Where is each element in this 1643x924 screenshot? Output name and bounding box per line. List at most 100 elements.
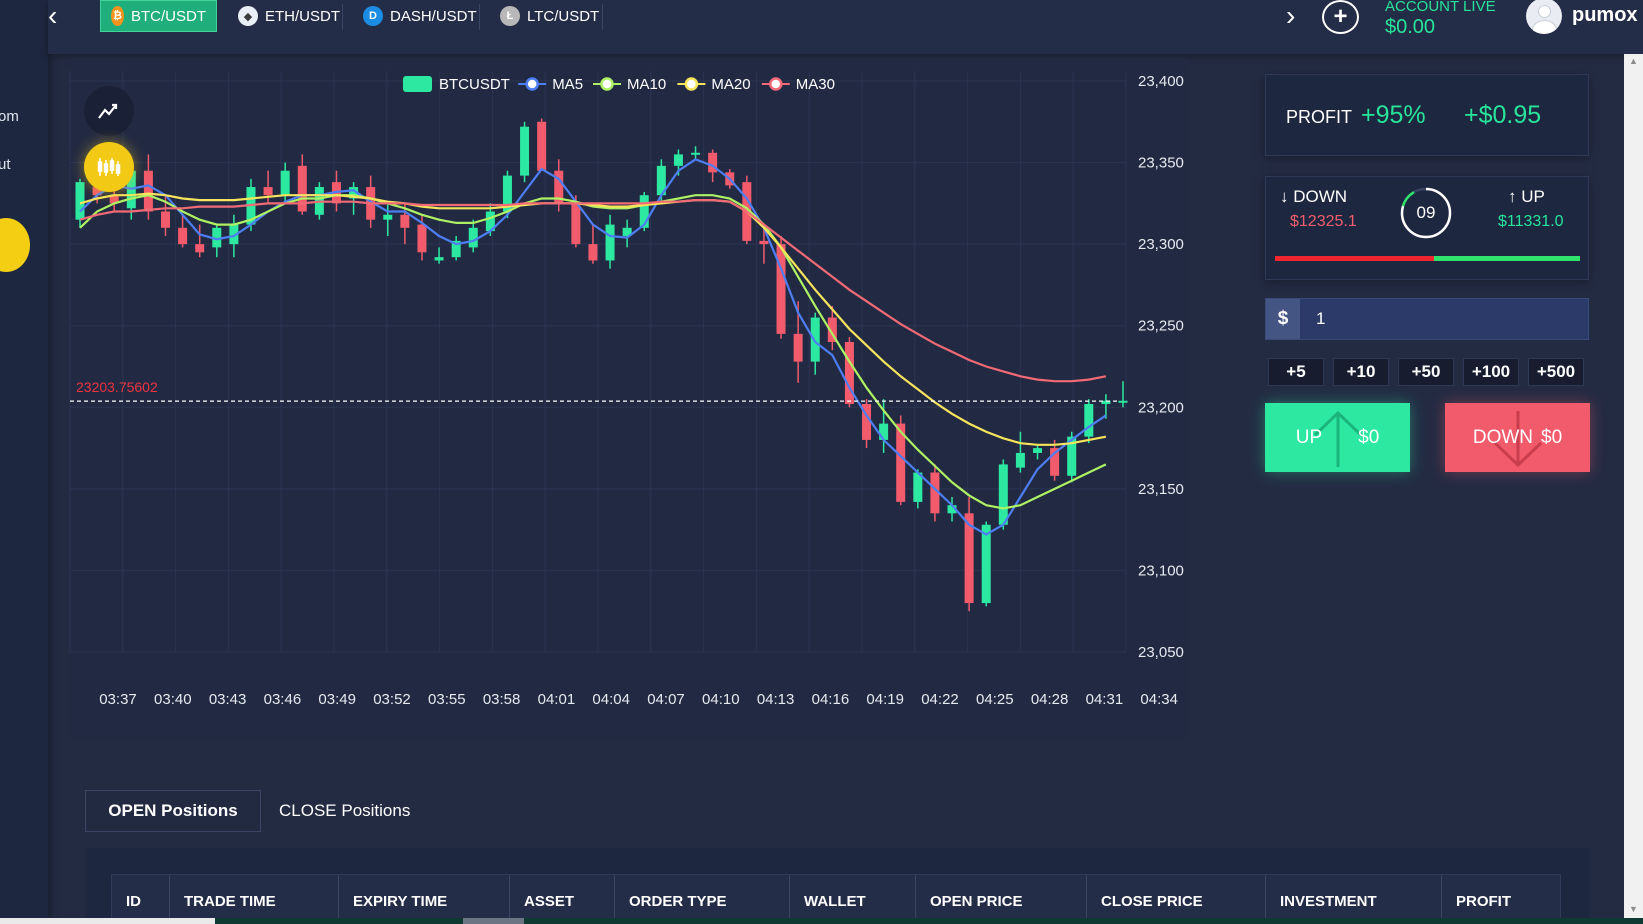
candle-body (92, 187, 102, 196)
profit-amount: +$0.95 (1464, 101, 1542, 129)
column-header-open-price[interactable]: OPEN PRICE (916, 875, 1087, 924)
quick-amount-5-button[interactable]: +5 (1268, 358, 1324, 386)
trade-up-button[interactable]: UP $0 (1265, 403, 1410, 472)
bottom-scroll-strip (0, 918, 1643, 924)
sidebar-item-2[interactable]: ut (0, 156, 11, 173)
down-label: ↓ DOWN (1280, 187, 1348, 206)
column-header-wallet[interactable]: WALLET (790, 875, 916, 924)
tab-divider (479, 4, 480, 30)
x-tick-label: 04:19 (866, 691, 904, 708)
candle-body (691, 152, 701, 155)
tab-close-positions[interactable]: CLOSE Positions (279, 801, 411, 820)
x-tick-label: 03:40 (154, 691, 192, 708)
page-scrollbar[interactable]: ▲ ▼ (1624, 54, 1643, 920)
y-tick-label: 23,250 (1138, 318, 1184, 335)
chevron-left-icon[interactable]: ‹ (48, 0, 58, 31)
candle-body (143, 170, 153, 212)
x-tick-label: 04:16 (812, 691, 850, 708)
tab-ltc-usdt[interactable]: Ł LTC/USDT (490, 0, 609, 32)
horizontal-scroll-thumb[interactable] (463, 918, 524, 924)
y-tick-label: 23,100 (1138, 562, 1184, 579)
arrow-up-icon: ↑ (1508, 187, 1517, 206)
candle-body (229, 224, 239, 245)
x-tick-label: 03:52 (373, 691, 411, 708)
candle-body (520, 126, 530, 176)
trade-down-button[interactable]: DOWN $0 (1445, 403, 1590, 472)
legend-swatch-dot (684, 77, 699, 91)
candle-body (827, 317, 837, 343)
candle-body (879, 423, 889, 440)
scroll-down-icon[interactable]: ▼ (1629, 904, 1638, 914)
scroll-up-icon[interactable]: ▲ (1629, 56, 1638, 66)
tab-eth-usdt[interactable]: ◆ ETH/USDT (228, 0, 350, 32)
candle-body (263, 187, 273, 196)
sidebar-item-1[interactable]: om (0, 108, 19, 125)
username[interactable]: pumox (1572, 4, 1638, 26)
column-header-asset[interactable]: ASSET (510, 875, 615, 924)
candlestick-icon[interactable] (84, 142, 134, 192)
x-tick-label: 03:49 (318, 691, 356, 708)
candle-body (468, 227, 478, 248)
line-chart-icon[interactable] (84, 86, 134, 136)
x-tick-label: 03:43 (209, 691, 247, 708)
sentiment-panel: ↓ DOWN $12325.1 09 ↑ UP $11331.0 (1265, 176, 1589, 280)
x-tick-label: 03:58 (483, 691, 521, 708)
sidebar-toggle-button[interactable] (0, 218, 30, 272)
quick-amount-50-button[interactable]: +50 (1398, 358, 1454, 386)
tab-label: BTC/USDT (131, 7, 206, 25)
account-balance: $0.00 (1385, 16, 1436, 38)
tab-dash-usdt[interactable]: D DASH/USDT (353, 0, 487, 32)
candle-body (896, 423, 906, 502)
avatar[interactable] (1526, 0, 1562, 34)
quick-amount-10-button[interactable]: +10 (1333, 358, 1389, 386)
candle-body (947, 505, 957, 514)
x-tick-label: 03:55 (428, 691, 466, 708)
down-button-amount: $0 (1541, 426, 1563, 448)
column-header-investment[interactable]: INVESTMENT (1266, 875, 1442, 924)
y-tick-label: 23,050 (1138, 644, 1184, 661)
candle-body (622, 227, 632, 236)
quick-amount-500-button[interactable]: +500 (1528, 358, 1584, 386)
column-header-id[interactable]: ID (112, 875, 170, 924)
candle-body (417, 224, 427, 253)
positions-table: ID TRADE TIME EXPIRY TIME ASSET ORDER TY… (85, 848, 1589, 924)
x-tick-label: 04:01 (538, 691, 576, 708)
countdown-value: 09 (1416, 203, 1436, 222)
column-header-expiry-time[interactable]: EXPIRY TIME (339, 875, 510, 924)
column-header-order-type[interactable]: ORDER TYPE (615, 875, 790, 924)
column-header-close-price[interactable]: CLOSE PRICE (1087, 875, 1266, 924)
chevron-right-icon[interactable]: › (1286, 0, 1296, 31)
price-chart[interactable]: 23,400 23,350 23,300 23,250 23,200 23,150 23,1… (48, 54, 1238, 759)
legend-entry: MA5 (552, 76, 583, 93)
candle-body (75, 182, 85, 220)
quick-amount-100-button[interactable]: +100 (1463, 358, 1519, 386)
tab-btc-usdt[interactable]: ₿ BTC/USDT (100, 0, 217, 32)
candle-body (1101, 400, 1111, 405)
candlestick-chart[interactable]: 23,400 23,350 23,300 23,250 23,200 23,150 23,1… (48, 54, 1238, 754)
y-tick-label: 23,300 (1138, 236, 1184, 253)
up-label: ↑ UP (1508, 187, 1545, 206)
legend-entry: BTCUSDT (439, 76, 510, 93)
tab-label: ETH/USDT (265, 7, 340, 25)
candle-body (1050, 448, 1060, 476)
candle-body (537, 121, 547, 171)
x-tick-label: 04:25 (976, 691, 1014, 708)
candle-body (434, 257, 444, 261)
candle-body (776, 244, 786, 334)
left-sidebar: om ut (0, 0, 48, 924)
current-price-label: 23203.75602 (76, 379, 158, 395)
column-header-trade-time[interactable]: TRADE TIME (170, 875, 339, 924)
legend-swatch-dot (769, 77, 783, 91)
ethereum-icon: ◆ (238, 6, 258, 26)
plus-icon: + (1333, 3, 1348, 30)
profit-panel: PROFIT +95% +$0.95 (1265, 74, 1589, 156)
candle-body (1118, 400, 1128, 403)
add-pair-button[interactable]: + (1322, 0, 1359, 34)
column-header-profit[interactable]: PROFIT (1456, 893, 1511, 910)
legend-swatch-btcusdt (403, 76, 432, 92)
candle-body (349, 187, 359, 199)
tab-open-positions[interactable]: OPEN Positions (85, 790, 261, 832)
series-line-ma20 (79, 192, 1107, 446)
arrow-down-icon: ↓ (1280, 187, 1289, 206)
amount-input[interactable] (1300, 299, 1588, 339)
